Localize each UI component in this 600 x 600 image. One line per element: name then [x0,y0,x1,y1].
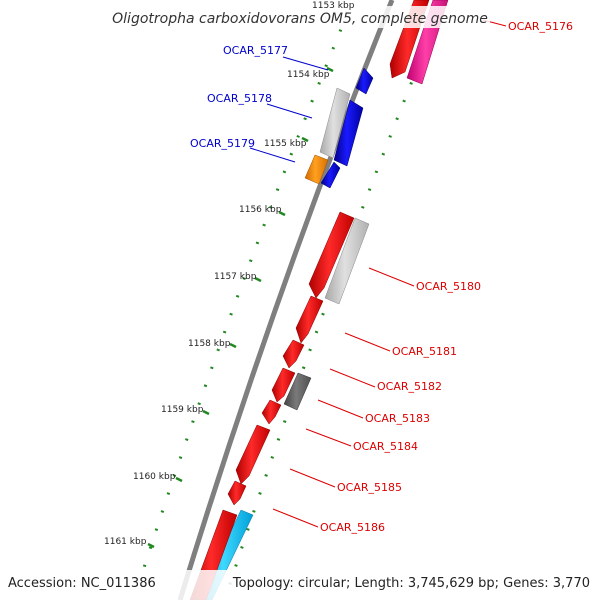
tick-label: 1159 kbp [161,405,204,415]
gene-ocar-5180[interactable] [324,217,370,305]
tick-label: 1154 kbp [287,70,330,80]
tick-label: 1156 kbp [239,205,282,215]
gene-ocar-5183[interactable] [283,372,312,411]
topology-label: Topology: circular; Length: 3,745,629 bp… [232,576,590,591]
title-backdrop [110,6,490,28]
tick-label: 1155 kbp [264,139,307,149]
gene-red-5185b[interactable] [227,480,247,506]
gene-red-5180[interactable] [308,211,355,299]
gene-label[interactable]: OCAR_5185 [337,481,402,494]
tick-label: 1157 kbp [214,272,257,282]
gene-ocar-5177[interactable] [355,67,374,95]
footer-backdrop [0,570,600,600]
gene-label[interactable]: OCAR_5179 [190,137,255,150]
reverse-gene-track [189,0,430,600]
gene-ocar-5184[interactable] [261,399,282,425]
gene-labels: OCAR_5176 OCAR_5177 OCAR_5178 OCAR_5179 … [190,20,573,534]
tick-label: 1153 kbp [312,1,355,11]
gene-label[interactable]: OCAR_5177 [223,44,288,57]
accession-label: Accession: NC_011386 [8,576,156,591]
gene-ocar-5181[interactable] [295,295,324,344]
gene-label[interactable]: OCAR_5183 [365,412,430,425]
tick-label: 1160 kbp [133,472,176,482]
gene-label[interactable]: OCAR_5182 [377,380,442,393]
gene-label-connectors [249,19,507,528]
gene-label[interactable]: OCAR_5181 [392,345,457,358]
gene-ocar-5179-fwd[interactable] [320,161,341,189]
gene-label[interactable]: OCAR_5180 [416,280,481,293]
gene-red-5182b[interactable] [271,367,296,403]
gene-label[interactable]: OCAR_5176 [508,20,573,33]
tick-labels: 1153 kbp 1154 kbp 1155 kbp 1156 kbp 1157… [104,1,355,547]
tick-label: 1158 kbp [188,339,231,349]
tick-marks [147,66,334,549]
gene-label[interactable]: OCAR_5186 [320,521,385,534]
gene-label[interactable]: OCAR_5184 [353,440,418,453]
gene-ocar-5182[interactable] [282,339,305,369]
gene-label[interactable]: OCAR_5178 [207,92,272,105]
figure-title: Oligotropha carboxidovorans OM5, complet… [112,11,488,27]
forward-gene-track [197,0,449,600]
tick-label: 1161 kbp [104,537,147,547]
gene-ocar-5185[interactable] [235,424,271,485]
gene-ocar-5179[interactable] [304,154,329,185]
gene-gray-upper[interactable] [319,87,351,159]
gene-ocar-5178[interactable] [333,99,364,167]
